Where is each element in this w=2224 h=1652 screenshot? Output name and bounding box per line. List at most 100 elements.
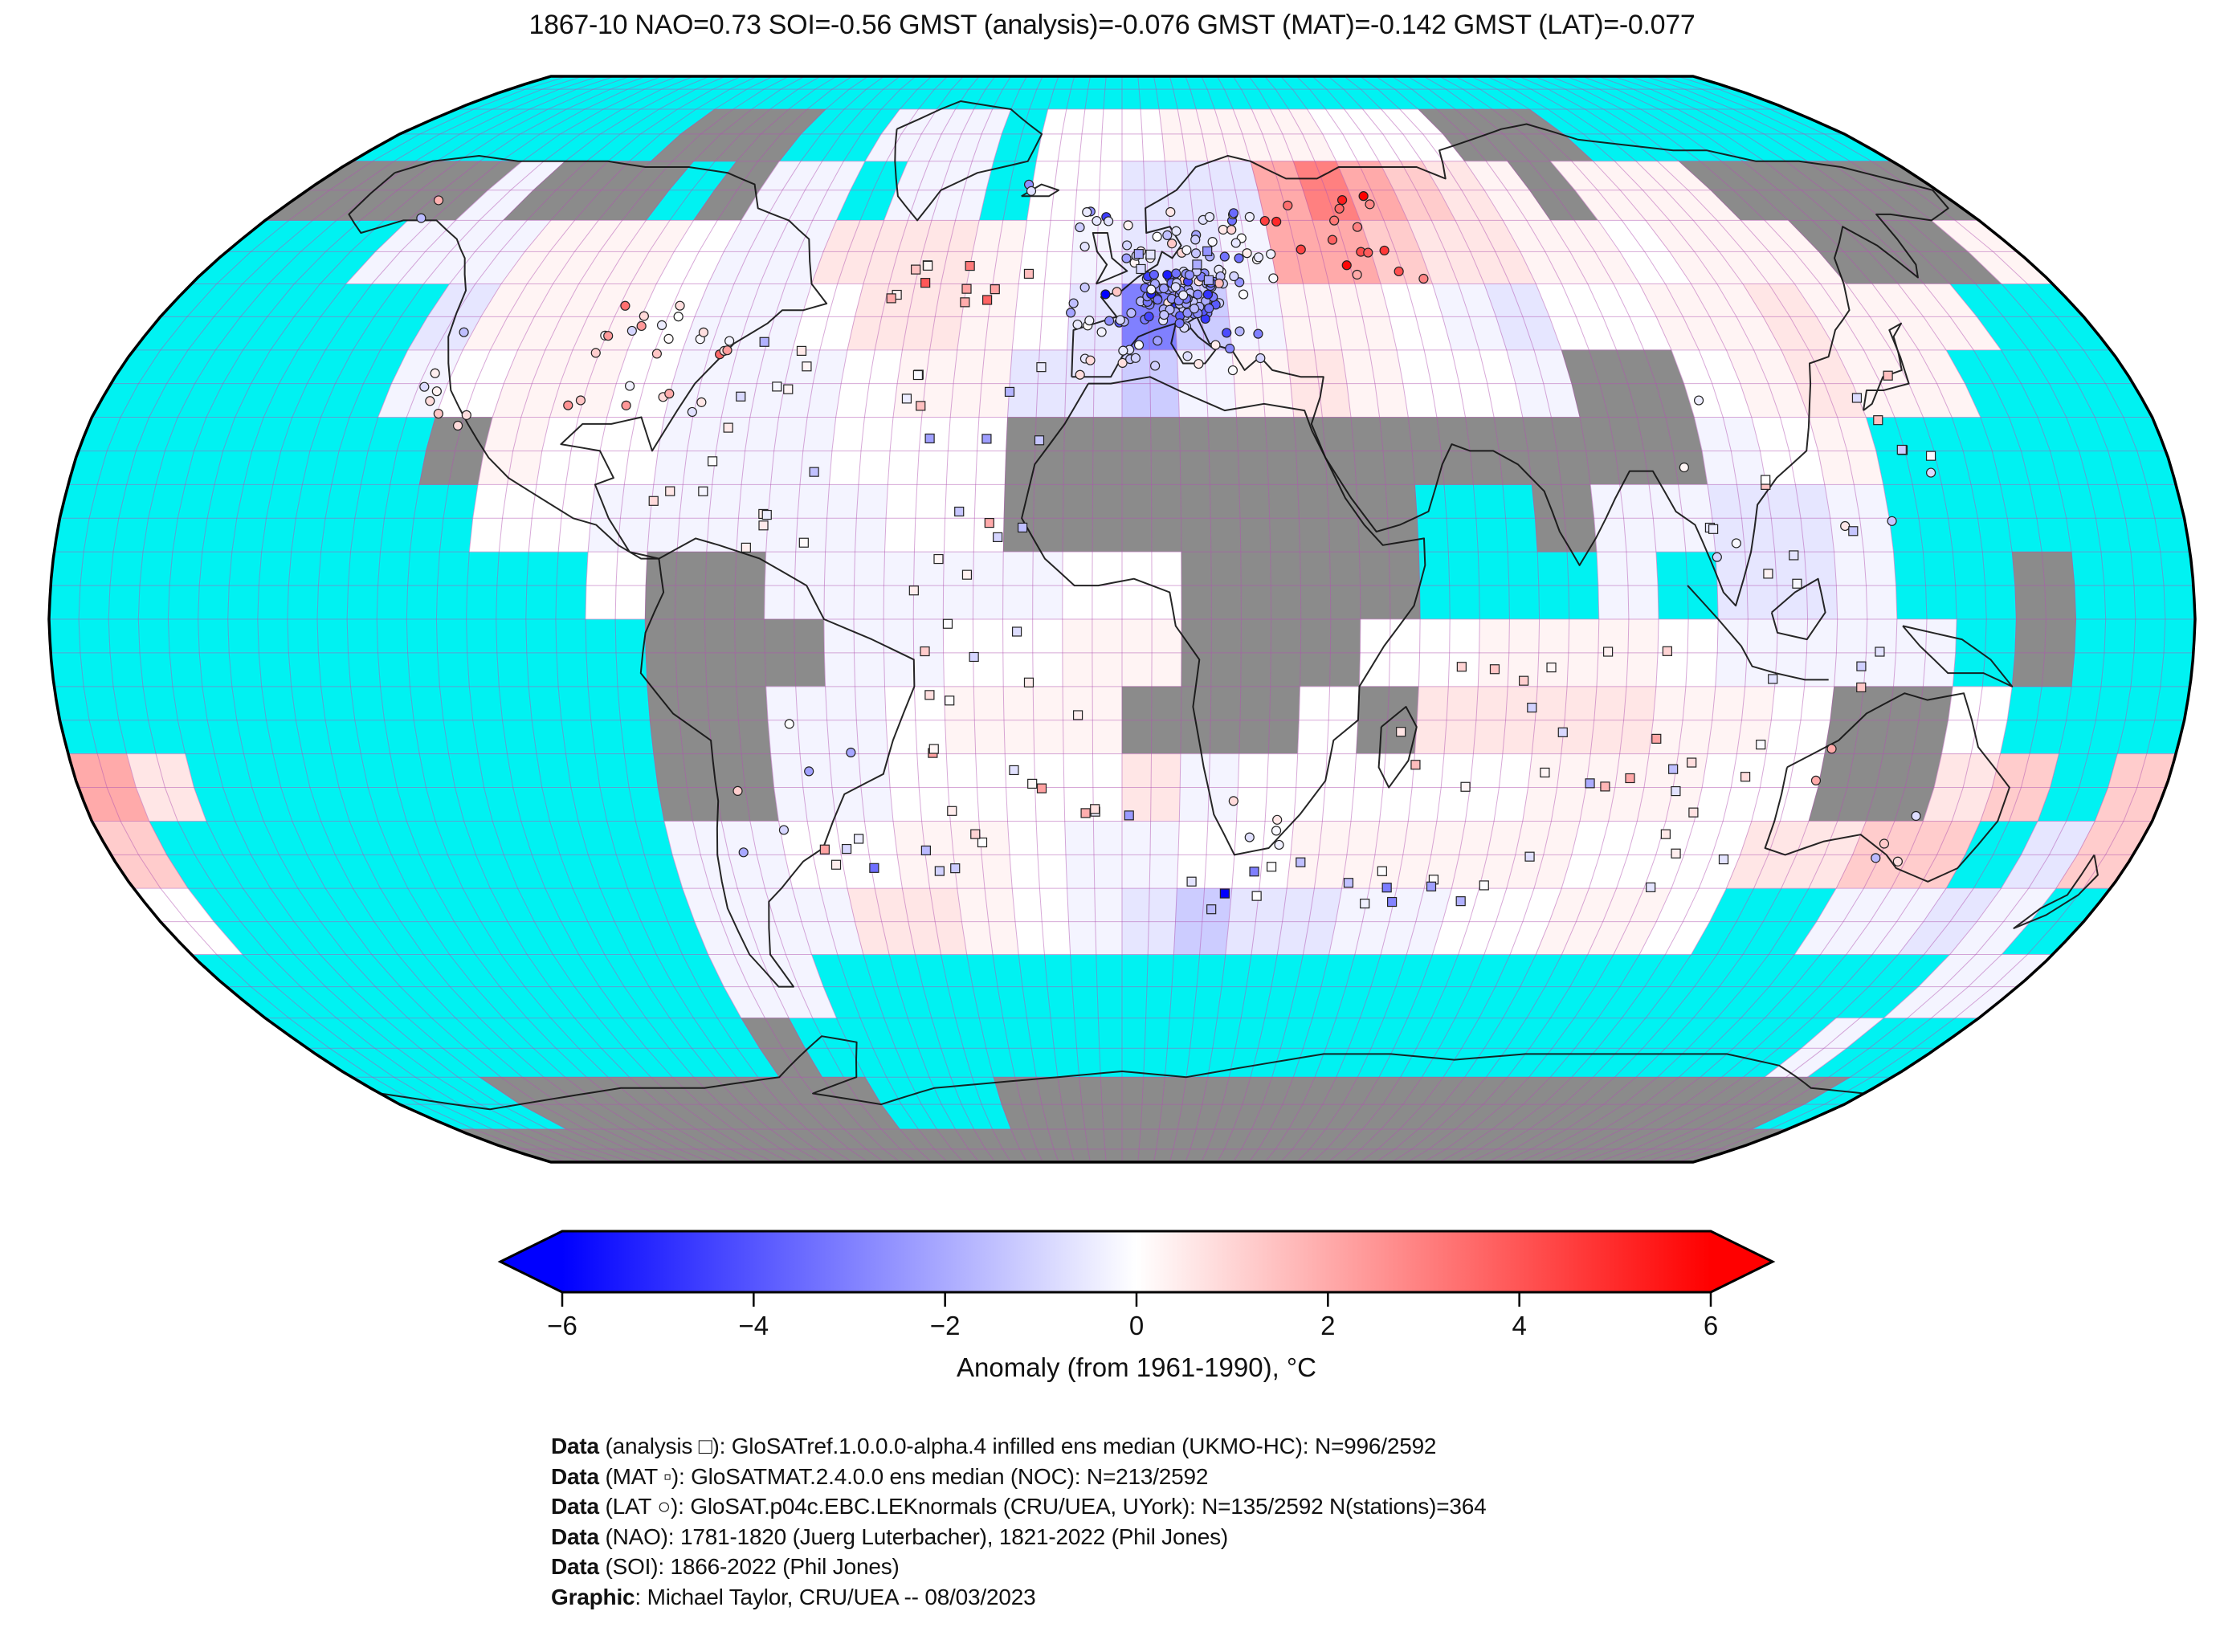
- mat-square-marker: [1136, 263, 1146, 275]
- meridian-line: [1581, 76, 1987, 1162]
- lat-station-circle-marker: [1182, 351, 1193, 361]
- meridian-line: [1201, 76, 1272, 1162]
- mat-square-marker: [1625, 773, 1635, 784]
- lat-station-circle-marker: [1327, 235, 1338, 245]
- mat-square-marker: [1036, 783, 1047, 793]
- meridian-line: [1360, 76, 1570, 1162]
- lat-station-circle-marker: [778, 825, 790, 835]
- lat-station-circle-marker: [1121, 253, 1132, 263]
- mat-square-marker: [990, 284, 1000, 295]
- lat-station-circle-marker: [1242, 248, 1252, 259]
- mat-square-marker: [1585, 778, 1595, 789]
- lat-station-circle-marker: [1207, 236, 1218, 247]
- mat-square-marker: [1671, 848, 1681, 859]
- meridian-line: [585, 76, 837, 1162]
- lat-station-circle-marker: [1162, 270, 1173, 280]
- lat-station-circle-marker: [1238, 289, 1249, 300]
- lat-station-circle-marker: [1182, 308, 1193, 318]
- mat-square-marker: [1009, 765, 1019, 776]
- coastline-path: [1902, 625, 2014, 687]
- mat-square-marker: [761, 509, 772, 520]
- lat-station-circle-marker: [1153, 295, 1163, 305]
- lat-station-circle-marker: [732, 785, 743, 796]
- map-outline: [47, 75, 2197, 1164]
- meridian-line: [496, 76, 790, 1162]
- lat-station-circle-marker: [1096, 327, 1107, 337]
- meridian-line: [167, 76, 615, 1162]
- meridian-line: [1614, 76, 2046, 1162]
- mat-square-marker: [1875, 647, 1885, 657]
- mat-square-marker: [854, 834, 864, 844]
- lat-station-circle-marker: [1181, 245, 1192, 255]
- mat-square-marker: [1266, 862, 1277, 872]
- mat-square-marker: [1479, 880, 1489, 891]
- meridian-line: [972, 76, 1043, 1162]
- lat-station-circle-marker: [620, 300, 630, 311]
- meridian-line: [78, 76, 567, 1162]
- lat-station-circle-marker: [1365, 199, 1375, 210]
- mat-square-marker: [796, 345, 807, 356]
- lat-station-circle-marker: [1079, 282, 1090, 292]
- coastline-path: [1092, 232, 1128, 285]
- mat-square-marker: [1925, 451, 1936, 461]
- meridian-line: [466, 76, 773, 1162]
- lat-station-circle-marker: [1118, 345, 1128, 356]
- lat-station-circle-marker: [1144, 312, 1154, 322]
- lat-station-circle-marker: [1159, 309, 1169, 320]
- mat-square-marker: [1072, 710, 1083, 720]
- lat-station-circle-marker: [1130, 353, 1141, 363]
- meridian-line: [1312, 76, 1480, 1162]
- meridian-line: [1598, 76, 2017, 1162]
- mat-square-marker: [1708, 524, 1719, 534]
- mat-square-marker: [947, 806, 957, 816]
- lat-station-circle-marker: [1871, 853, 1881, 863]
- meridian-line: [1328, 76, 1510, 1162]
- mat-square-marker: [970, 829, 981, 839]
- coastline-path: [1071, 123, 1949, 607]
- meridian-line: [1391, 76, 1630, 1162]
- mat-square-marker: [924, 690, 935, 700]
- mat-square-marker: [1377, 866, 1387, 876]
- lat-station-circle-marker: [1075, 369, 1085, 380]
- mat-square-marker: [981, 295, 993, 305]
- mat-square-marker: [1848, 526, 1859, 536]
- meridian-line: [1502, 76, 1838, 1162]
- meridian-line: [287, 76, 679, 1162]
- mat-square-marker: [984, 517, 994, 528]
- lat-station-circle-marker: [1190, 235, 1201, 245]
- lat-station-circle-marker: [1418, 273, 1429, 284]
- lat-station-circle-marker: [1228, 796, 1239, 806]
- coastline-path: [1021, 376, 1426, 856]
- lat-station-circle-marker: [846, 747, 856, 758]
- lat-station-circle-marker: [1363, 247, 1373, 258]
- meridian-line: [1002, 76, 1059, 1162]
- meridian-line: [1534, 76, 1898, 1162]
- lat-station-circle-marker: [1158, 283, 1169, 294]
- lat-station-circle-marker: [639, 311, 649, 321]
- mat-square-marker: [1718, 854, 1729, 865]
- lat-station-circle-marker: [696, 397, 707, 407]
- lat-station-circle-marker: [724, 336, 735, 346]
- lat-station-circle-marker: [1274, 839, 1284, 850]
- mat-square-marker: [942, 618, 953, 629]
- lat-station-circle-marker: [1266, 249, 1276, 259]
- lat-station-circle-marker: [1234, 326, 1245, 337]
- lat-station-circle-marker: [1887, 516, 1897, 526]
- mat-square-marker: [741, 542, 751, 553]
- mat-square-marker: [924, 433, 935, 444]
- mat-square-marker: [1651, 733, 1662, 744]
- meridian-line: [644, 76, 869, 1162]
- mat-square-marker: [1386, 896, 1398, 908]
- mat-square-marker: [920, 646, 930, 657]
- lat-station-circle-marker: [1202, 289, 1214, 300]
- coastline-path: [2013, 854, 2099, 929]
- mat-square-marker: [1671, 785, 1681, 797]
- lat-station-circle-marker: [425, 396, 435, 406]
- mat-square-marker: [1883, 370, 1893, 381]
- mat-square-marker: [911, 264, 921, 275]
- mat-square-marker: [798, 537, 809, 548]
- lat-station-circle-marker: [1171, 268, 1181, 279]
- meridian-line: [1153, 76, 1182, 1162]
- map-layers: [49, 76, 2195, 1162]
